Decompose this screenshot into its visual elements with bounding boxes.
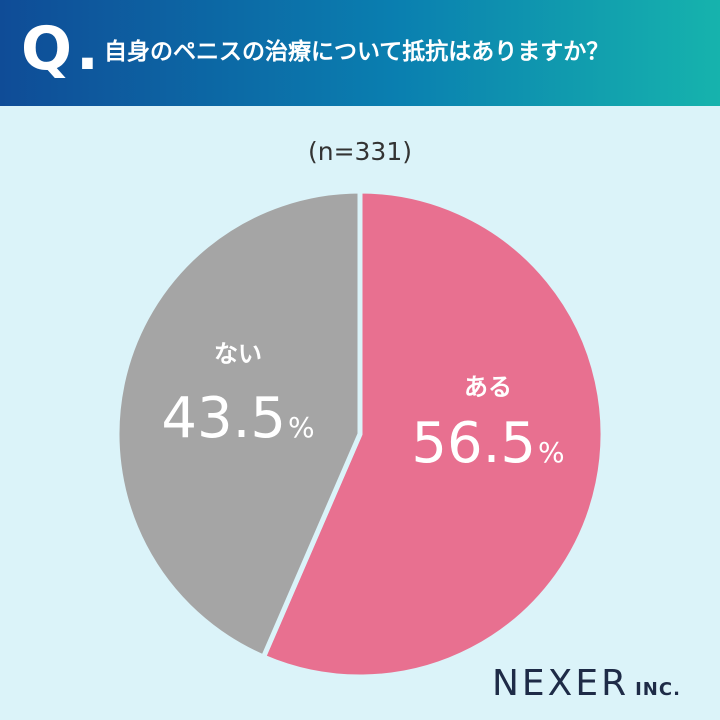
header-banner: Q . 自身のペニスの治療について抵抗はありますか？	[0, 0, 720, 106]
question-mark-letter: Q	[21, 14, 73, 84]
question-title: 自身のペニスの治療について抵抗はありますか？	[104, 39, 610, 65]
logo-main-text: NEXER	[492, 663, 630, 704]
question-mark-dot: .	[76, 14, 99, 84]
sample-size: (n=331)	[307, 137, 413, 166]
slice-label-yes: ある	[464, 373, 512, 401]
logo-sub-text: INC.	[635, 679, 681, 700]
nexer-logo: NEXER INC.	[492, 663, 681, 704]
pie-slice-no	[114, 188, 363, 660]
pie-slice-yes	[260, 188, 606, 680]
slice-label-no: ない	[214, 340, 262, 368]
slice-value-no: 43.5%	[161, 386, 314, 451]
slice-value-yes: 56.5%	[411, 411, 564, 476]
